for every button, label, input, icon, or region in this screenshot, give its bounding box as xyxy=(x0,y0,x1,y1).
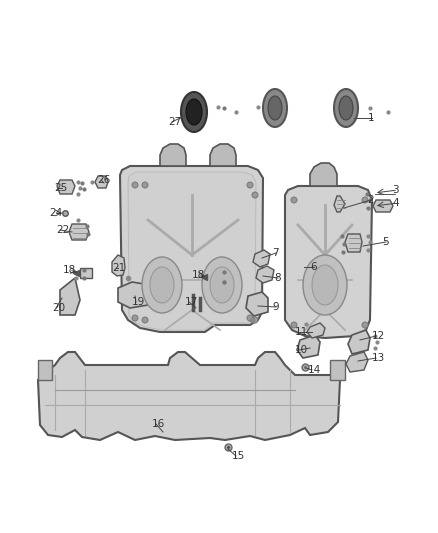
Polygon shape xyxy=(128,172,256,330)
Ellipse shape xyxy=(263,89,287,127)
Text: 15: 15 xyxy=(232,451,245,461)
Polygon shape xyxy=(160,144,186,166)
Polygon shape xyxy=(38,360,52,380)
Text: 14: 14 xyxy=(308,365,321,375)
Text: 25: 25 xyxy=(54,183,67,193)
Ellipse shape xyxy=(210,267,234,303)
Ellipse shape xyxy=(312,265,338,305)
Text: 20: 20 xyxy=(52,303,65,313)
Text: 13: 13 xyxy=(372,353,385,363)
Ellipse shape xyxy=(142,257,182,313)
Text: 5: 5 xyxy=(382,237,389,247)
Text: 3: 3 xyxy=(392,185,399,195)
Text: 16: 16 xyxy=(152,419,165,429)
Polygon shape xyxy=(38,352,340,440)
Polygon shape xyxy=(334,196,345,212)
Polygon shape xyxy=(80,268,92,278)
Polygon shape xyxy=(345,234,362,252)
Polygon shape xyxy=(69,224,89,240)
Ellipse shape xyxy=(362,197,368,203)
Text: 7: 7 xyxy=(272,248,279,258)
Ellipse shape xyxy=(132,182,138,188)
Polygon shape xyxy=(57,180,75,194)
Polygon shape xyxy=(285,186,372,338)
Text: 8: 8 xyxy=(274,273,281,283)
Polygon shape xyxy=(208,272,220,282)
Text: 24: 24 xyxy=(49,208,62,218)
Text: 18: 18 xyxy=(63,265,76,275)
Text: 21: 21 xyxy=(112,263,125,273)
Ellipse shape xyxy=(362,322,368,328)
Polygon shape xyxy=(120,166,263,332)
Ellipse shape xyxy=(268,96,282,120)
Ellipse shape xyxy=(303,255,347,315)
Ellipse shape xyxy=(186,99,202,125)
Text: 4: 4 xyxy=(392,198,399,208)
Polygon shape xyxy=(346,352,368,372)
Polygon shape xyxy=(297,335,320,358)
Ellipse shape xyxy=(181,92,207,132)
Polygon shape xyxy=(60,278,80,315)
Text: 22: 22 xyxy=(56,225,69,235)
Ellipse shape xyxy=(150,267,174,303)
Polygon shape xyxy=(210,144,236,166)
Ellipse shape xyxy=(142,317,148,323)
Text: 6: 6 xyxy=(310,262,317,272)
Polygon shape xyxy=(112,255,125,276)
Ellipse shape xyxy=(247,182,253,188)
Text: 2: 2 xyxy=(367,195,374,205)
Text: 17: 17 xyxy=(185,297,198,307)
Polygon shape xyxy=(256,266,274,283)
Text: 1: 1 xyxy=(368,113,374,123)
Polygon shape xyxy=(307,323,325,338)
Polygon shape xyxy=(310,163,337,186)
Text: 27: 27 xyxy=(168,117,181,127)
Text: 12: 12 xyxy=(372,331,385,341)
Ellipse shape xyxy=(252,192,258,198)
Ellipse shape xyxy=(334,89,358,127)
Text: 26: 26 xyxy=(97,175,110,185)
Polygon shape xyxy=(95,176,108,188)
Ellipse shape xyxy=(142,182,148,188)
Text: 18: 18 xyxy=(192,270,205,280)
Ellipse shape xyxy=(202,257,242,313)
Text: 10: 10 xyxy=(295,345,308,355)
Polygon shape xyxy=(246,292,268,316)
Ellipse shape xyxy=(132,315,138,321)
Polygon shape xyxy=(118,282,155,308)
Text: 9: 9 xyxy=(272,302,279,312)
Text: 11: 11 xyxy=(295,327,308,337)
Ellipse shape xyxy=(247,315,253,321)
Ellipse shape xyxy=(252,317,258,323)
Polygon shape xyxy=(373,200,393,212)
Text: 19: 19 xyxy=(132,297,145,307)
Polygon shape xyxy=(253,250,270,267)
Ellipse shape xyxy=(339,96,353,120)
Ellipse shape xyxy=(291,322,297,328)
Polygon shape xyxy=(348,330,370,354)
Ellipse shape xyxy=(291,197,297,203)
Polygon shape xyxy=(330,360,345,380)
